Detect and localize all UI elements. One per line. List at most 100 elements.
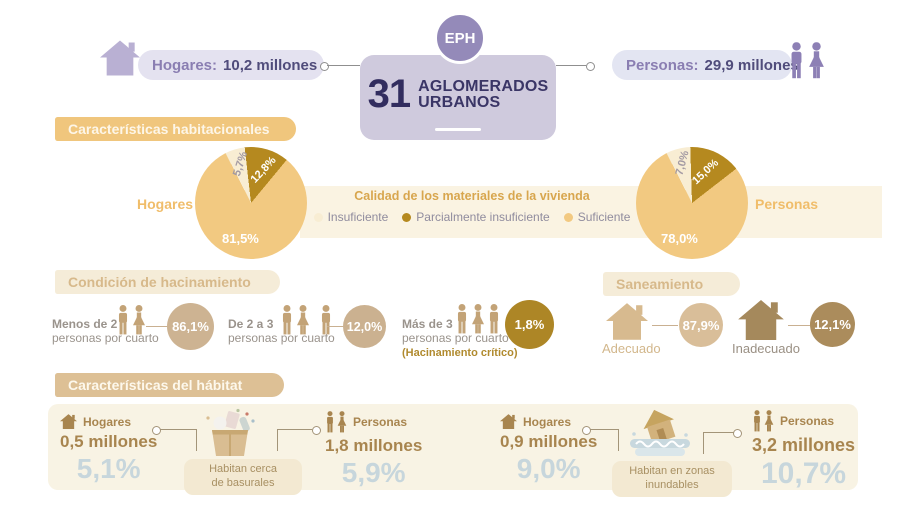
connector-line — [196, 429, 197, 451]
connector-dot — [152, 426, 161, 435]
connector-line — [277, 429, 312, 430]
connector-dot — [320, 62, 329, 71]
slice-label: 81,5% — [222, 231, 259, 246]
hacinamiento-line1: Más de 3 — [402, 317, 453, 331]
slice-label: 7,0% — [673, 149, 692, 177]
pill-line2: de basurales — [211, 476, 275, 489]
persons-icon — [788, 42, 825, 79]
section-title-habitacionales: Características habitacionales — [55, 117, 296, 141]
trash-dump-icon — [200, 408, 260, 458]
connector-line — [618, 429, 619, 451]
hacinamiento-value-badge: 86,1% — [167, 303, 214, 350]
slice-label: 12,8% — [248, 154, 279, 186]
hacinamiento-line2: personas por cuarto — [402, 331, 509, 346]
hacinamiento-value-badge: 12,0% — [343, 305, 386, 348]
connector-line — [327, 65, 360, 66]
pie-chart-personas: 7,0% 15,0% 78,0% — [636, 147, 748, 259]
connector-dot — [582, 426, 591, 435]
legend-dot — [563, 212, 573, 222]
saneamiento-value: 87,9% — [682, 317, 720, 333]
habitat-pill-inundables: Habitan en zonas inundables — [612, 461, 732, 497]
section-title-saneamiento: Saneamiento — [603, 272, 740, 296]
pill-line1: Habitan cerca — [209, 463, 277, 475]
aglomerados-number: 31 — [367, 72, 411, 116]
stat-label: Hogares — [83, 414, 132, 429]
house-icon — [100, 40, 140, 76]
hacinamiento-line2: personas por cuarto — [228, 331, 335, 346]
stat-percentage: 5,9% — [341, 457, 406, 488]
flood-house-icon — [628, 406, 692, 458]
connector-line — [703, 432, 704, 454]
habitat-stat-personas-basurales: Personas 1,8 millones 5,9% — [325, 411, 422, 489]
aglomerados-box: 31 AGLOMERADOS URBANOS — [360, 55, 556, 140]
stat-value: 3,2 millones — [752, 435, 856, 455]
habitat-stat-personas-inundables: Personas 3,2 millones 10,7% — [752, 410, 855, 491]
connector-dot — [733, 429, 742, 438]
hacinamiento-item-text: Menos de 2 personas por cuarto — [52, 317, 159, 346]
hacinamiento-value: 86,1% — [172, 319, 209, 334]
hacinamiento-value: 12,0% — [346, 319, 383, 334]
saneamiento-value-badge: 87,9% — [679, 303, 723, 347]
stat-label: Hogares — [523, 414, 572, 429]
house-icon — [738, 300, 784, 340]
saneamiento-value: 12,1% — [814, 317, 851, 332]
connector-line — [160, 429, 196, 430]
habitat-panel — [48, 404, 858, 490]
decorative-underline — [435, 128, 481, 131]
legend-item-parcialmente: Parcialmente insuficiente — [402, 210, 550, 224]
legend-item-label: Insuficiente — [327, 210, 389, 224]
hogares-pill-label: Hogares: — [152, 56, 218, 74]
legend-item-insuficiente: Insuficiente — [313, 210, 389, 224]
stat-percentage: 5,1% — [76, 453, 141, 484]
stat-label: Personas — [780, 414, 835, 428]
hacinamiento-value-badge: 1,8% — [505, 300, 554, 349]
persons-icon — [325, 411, 347, 433]
pill-line2: inundables — [645, 478, 699, 491]
connector-line — [703, 432, 735, 433]
habitat-stat-hogares-inundables: Hogares 0,9 millones 9,0% — [500, 414, 597, 485]
saneamiento-label-adecuado: Adecuado — [602, 341, 661, 356]
legend-dot — [402, 212, 412, 222]
connector-dot — [586, 62, 595, 71]
eph-badge: EPH — [434, 12, 486, 64]
persons-icon — [752, 410, 774, 432]
persons-icon — [116, 305, 146, 335]
habitat-pill-basurales: Habitan cerca de basurales — [184, 459, 302, 495]
stat-percentage: 9,0% — [516, 453, 581, 484]
connector-line — [277, 429, 278, 451]
persons-icon — [280, 305, 333, 335]
house-icon — [60, 414, 77, 429]
hacinamiento-value: 1,8% — [514, 317, 545, 332]
section-title-hacinamiento: Condición de hacinamiento — [55, 270, 280, 294]
slice-label: 5,7% — [230, 150, 251, 178]
house-icon — [500, 414, 517, 429]
connector-line — [590, 429, 618, 430]
legend-title: Calidad de los materiales de la vivienda — [354, 189, 590, 203]
personas-pill-label: Personas: — [626, 56, 699, 74]
aglomerados-label-1: AGLOMERADOS — [418, 77, 549, 95]
persons-icon — [455, 304, 501, 334]
hacinamiento-critico-note: (Hacinamiento crítico) — [402, 347, 518, 359]
connector-line — [146, 326, 168, 327]
hogares-pill-value: 10,2 millones — [223, 56, 318, 74]
legend-materiales: Calidad de los materiales de la vivienda… — [312, 189, 632, 224]
pie-chart-hogares: 5,7% 12,8% 81,5% — [195, 147, 307, 259]
slice-label: 78,0% — [661, 231, 698, 246]
hacinamiento-item-text: Más de 3 personas por cuarto — [402, 317, 509, 346]
habitat-stat-hogares-basurales: Hogares 0,5 millones 5,1% — [60, 414, 157, 485]
legend-item-label: Parcialmente insuficiente — [416, 210, 550, 224]
connector-line — [652, 325, 678, 326]
connector-line — [556, 65, 586, 66]
stat-value: 1,8 millones — [325, 436, 423, 455]
hogares-total-pill: Hogares: 10,2 millones — [138, 50, 324, 80]
section-title-habitat: Características del hábitat — [55, 373, 284, 397]
pie-personas-label: Personas — [755, 196, 819, 212]
saneamiento-label-inadecuado: Inadecuado — [732, 341, 800, 356]
connector-line — [788, 325, 810, 326]
hacinamiento-line1: Menos de 2 — [52, 317, 118, 331]
legend-dot — [313, 212, 323, 222]
legend-item-suficiente: Suficiente — [563, 210, 630, 224]
aglomerados-label-2: URBANOS — [418, 93, 501, 111]
connector-dot — [312, 426, 321, 435]
